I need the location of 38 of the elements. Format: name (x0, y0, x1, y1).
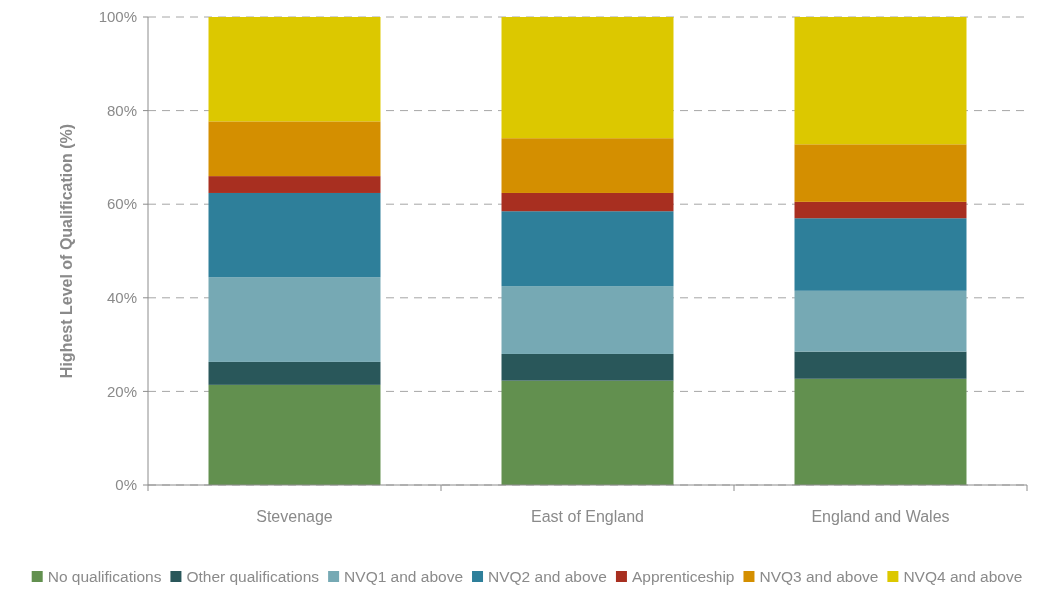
bar (501, 17, 674, 139)
bar (208, 192, 381, 278)
bar (501, 380, 674, 485)
bar (208, 176, 381, 193)
legend-label: NVQ4 and above (903, 568, 1023, 585)
bar (794, 144, 967, 202)
bar (794, 201, 967, 219)
y-tick-label: 40% (106, 289, 137, 307)
y-tick-label: 0% (115, 476, 137, 494)
legend-label: No qualifications (47, 568, 162, 585)
bar (794, 290, 967, 352)
bar (208, 361, 381, 385)
legend-label: NVQ1 and above (344, 568, 464, 585)
legend-label: Other qualifications (186, 568, 320, 585)
bar (794, 378, 967, 485)
y-tick-label: 20% (106, 382, 137, 400)
x-tick-label: East of England (531, 508, 644, 525)
bar (794, 218, 967, 291)
legend-label: Apprenticeship (631, 568, 735, 585)
bar (794, 17, 967, 145)
bar (501, 138, 674, 193)
x-tick-label: Stevenage (256, 508, 333, 525)
y-tick-label: 60% (106, 195, 137, 213)
legend-label: NVQ3 and above (759, 568, 879, 585)
y-axis-title: Highest Level of Qualification (%) (58, 123, 75, 379)
legend-label: NVQ2 and above (488, 568, 607, 585)
bar (208, 121, 381, 177)
bar (501, 286, 674, 354)
bar (208, 277, 381, 362)
y-tick-label: 80% (106, 101, 137, 119)
bar (208, 384, 381, 485)
y-tick-label: 100% (98, 8, 137, 26)
bar (208, 17, 381, 122)
bar (501, 192, 674, 212)
bar (501, 353, 674, 381)
bar (794, 351, 967, 379)
x-tick-label: England and Wales (811, 508, 950, 525)
bar (501, 211, 674, 287)
